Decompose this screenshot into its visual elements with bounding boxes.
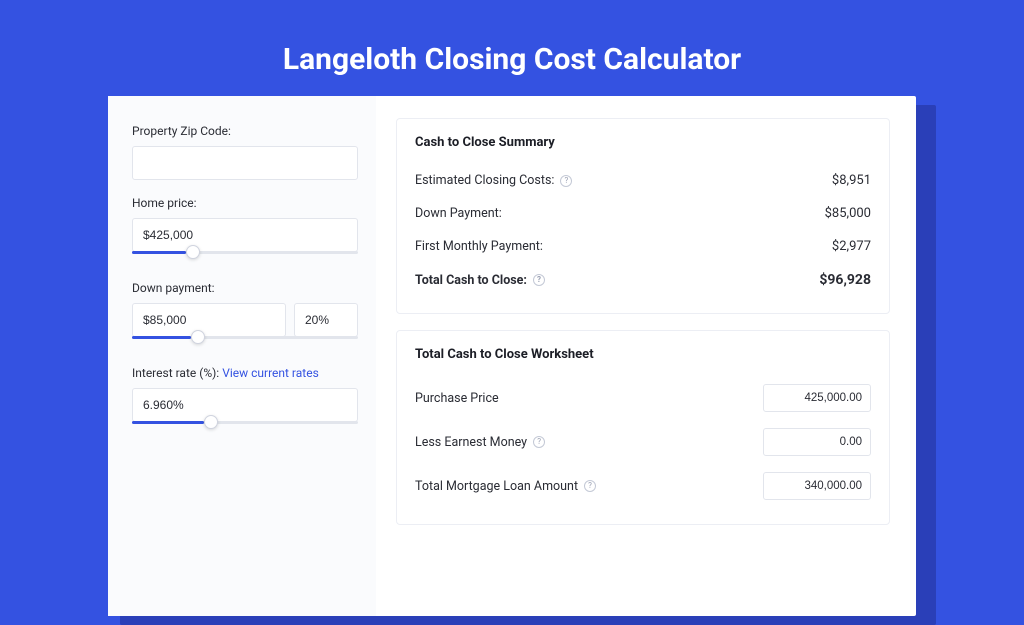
interest-rate-label: Interest rate (%): View current rates: [132, 366, 358, 380]
help-icon[interactable]: ?: [584, 480, 596, 492]
home-price-slider[interactable]: [132, 251, 358, 265]
calculator-card: Property Zip Code: Home price: Down paym…: [108, 96, 916, 616]
slider-thumb[interactable]: [186, 245, 200, 259]
summary-row-total: Total Cash to Close: ? $96,928: [415, 263, 871, 297]
interest-rate-label-text: Interest rate (%):: [132, 366, 222, 380]
help-icon[interactable]: ?: [560, 175, 572, 187]
slider-thumb[interactable]: [191, 330, 205, 344]
worksheet-row: Less Earnest Money ?: [415, 420, 871, 464]
interest-rate-field: Interest rate (%): View current rates: [132, 366, 358, 435]
worksheet-row-label: Less Earnest Money: [415, 435, 527, 450]
summary-row-value: $96,928: [819, 272, 871, 288]
worksheet-row-label: Purchase Price: [415, 391, 499, 406]
page-title: Langeloth Closing Cost Calculator: [0, 0, 1024, 77]
summary-row-label: Down Payment:: [415, 206, 502, 221]
worksheet-row: Purchase Price: [415, 376, 871, 420]
slider-thumb[interactable]: [204, 415, 218, 429]
worksheet-row-label: Total Mortgage Loan Amount: [415, 479, 578, 494]
zip-input[interactable]: [132, 146, 358, 180]
home-price-input[interactable]: [132, 218, 358, 252]
zip-label: Property Zip Code:: [132, 124, 358, 138]
summary-row: First Monthly Payment: $2,977: [415, 230, 871, 263]
summary-title: Cash to Close Summary: [415, 135, 871, 150]
down-payment-label: Down payment:: [132, 281, 358, 295]
summary-panel: Cash to Close Summary Estimated Closing …: [396, 118, 890, 314]
worksheet-panel: Total Cash to Close Worksheet Purchase P…: [396, 330, 890, 525]
inputs-panel: Property Zip Code: Home price: Down paym…: [108, 96, 376, 616]
help-icon[interactable]: ?: [533, 274, 545, 286]
summary-row-value: $8,951: [832, 173, 871, 188]
home-price-label: Home price:: [132, 196, 358, 210]
summary-row-value: $85,000: [825, 206, 871, 221]
view-rates-link[interactable]: View current rates: [222, 366, 319, 380]
down-payment-field: Down payment:: [132, 281, 358, 350]
summary-row-label: Total Cash to Close:: [415, 273, 527, 288]
interest-rate-slider[interactable]: [132, 421, 358, 435]
interest-rate-input[interactable]: [132, 388, 358, 422]
page-background: Langeloth Closing Cost Calculator Proper…: [0, 0, 1024, 512]
worksheet-input[interactable]: [763, 472, 871, 500]
down-payment-input[interactable]: [132, 303, 286, 337]
down-payment-slider[interactable]: [132, 336, 358, 350]
summary-row: Down Payment: $85,000: [415, 197, 871, 230]
worksheet-input[interactable]: [763, 428, 871, 456]
slider-fill: [132, 336, 191, 339]
down-payment-pct-input[interactable]: [294, 303, 358, 337]
worksheet-input[interactable]: [763, 384, 871, 412]
summary-row-label: First Monthly Payment:: [415, 239, 543, 254]
worksheet-title: Total Cash to Close Worksheet: [415, 347, 871, 362]
worksheet-row: Total Mortgage Loan Amount ?: [415, 464, 871, 508]
summary-row: Estimated Closing Costs: ? $8,951: [415, 164, 871, 197]
home-price-field: Home price:: [132, 196, 358, 265]
slider-fill: [132, 251, 186, 254]
results-panel: Cash to Close Summary Estimated Closing …: [376, 96, 916, 616]
help-icon[interactable]: ?: [533, 436, 545, 448]
slider-fill: [132, 421, 204, 424]
summary-row-value: $2,977: [832, 239, 871, 254]
summary-row-label: Estimated Closing Costs:: [415, 173, 554, 188]
zip-field: Property Zip Code:: [132, 124, 358, 180]
